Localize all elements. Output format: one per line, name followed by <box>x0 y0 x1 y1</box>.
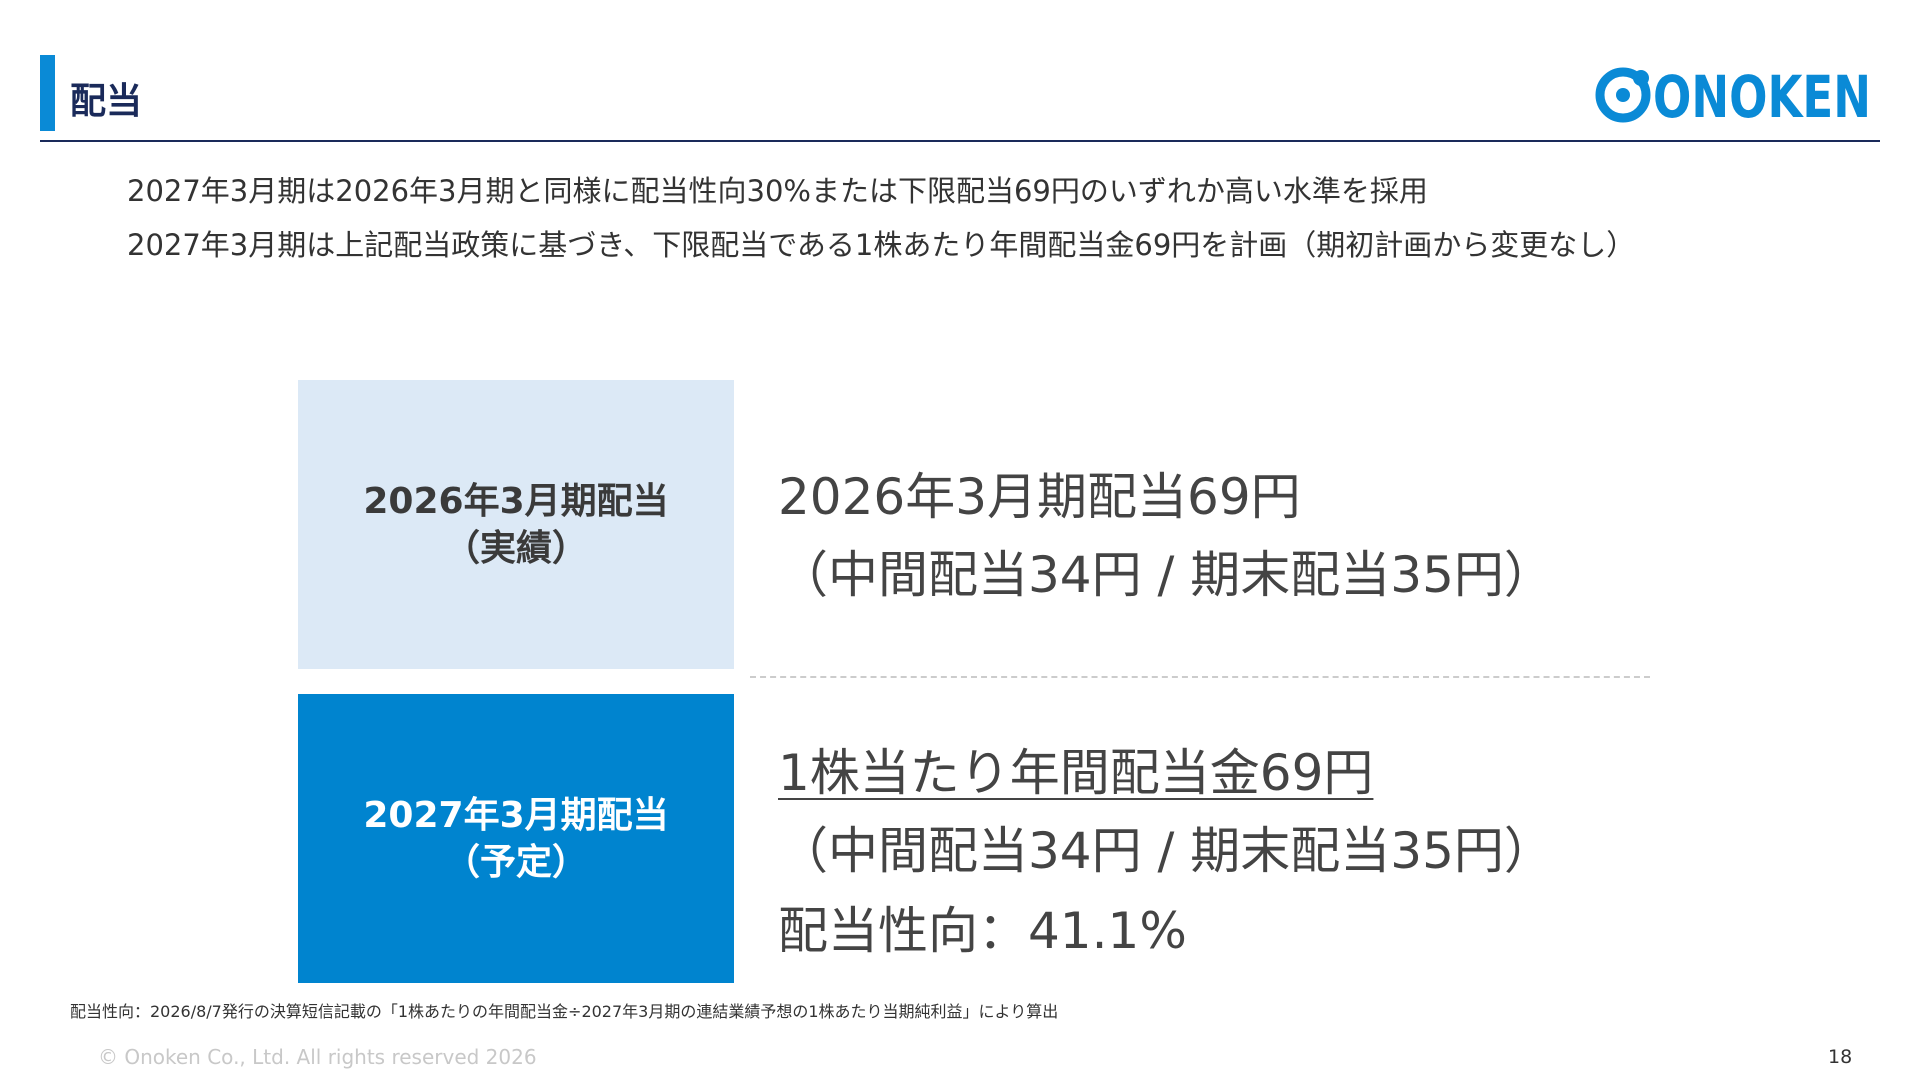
label-line: 2027年3月期配当 <box>363 794 669 836</box>
value-line: 1株当たり年間配当金69円 <box>778 744 1374 802</box>
label-box: 2027年3月期配当 （予定） <box>298 694 734 983</box>
logo-dot <box>1633 70 1649 86</box>
logo-text: ONOKEN <box>1653 64 1871 126</box>
value-line: （中間配当34円 / 期末配当35円） <box>778 822 1554 880</box>
value-line: 2026年3月期配当69円 <box>778 468 1301 526</box>
copyright: © Onoken Co., Ltd. All rights reserved 2… <box>98 1045 537 1069</box>
logo: ONOKEN <box>1595 64 1871 126</box>
label-box: 2026年3月期配当 （実績） <box>298 380 734 669</box>
footnote: 配当性向：2026/8/7発行の決算短信記載の「1株あたりの年間配当金÷2027… <box>70 1002 1059 1021</box>
divider <box>750 676 1650 678</box>
logo-core <box>1616 88 1630 102</box>
logo-ring <box>1595 67 1651 123</box>
value-line: 配当性向：41.1% <box>778 902 1187 960</box>
bullet: 2027年3月期は上記配当政策に基づき、下限配当である1株あたり年間配当金69円… <box>127 228 1636 262</box>
label-line: （予定） <box>443 841 588 883</box>
page-title: 配当 <box>70 81 143 122</box>
bullet: 2027年3月期は2026年3月期と同様に配当性向30%または下限配当69円のい… <box>127 174 1428 208</box>
label-line: （実績） <box>443 527 588 569</box>
value-line: （中間配当34円 / 期末配当35円） <box>778 546 1554 604</box>
accent-bar <box>40 55 55 131</box>
label-line: 2026年3月期配当 <box>363 480 669 522</box>
page-number: 18 <box>1828 1046 1853 1068</box>
header-rule <box>40 140 1880 142</box>
